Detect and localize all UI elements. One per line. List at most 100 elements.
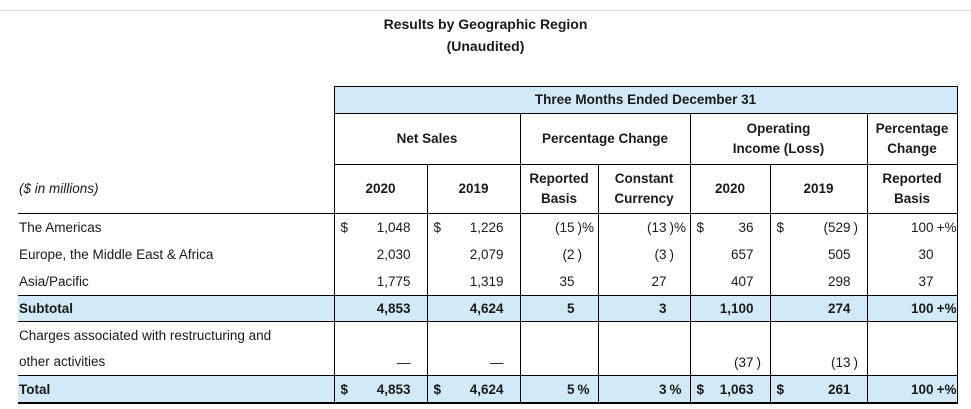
subheader-oi-2019: 2019 <box>769 164 868 214</box>
cell-oi-2020: $1,063 <box>689 375 771 404</box>
row-total: Total $4,853 $4,624 5% 3% $1,063 $261 10… <box>18 375 958 404</box>
cell-value: (13 <box>646 220 667 235</box>
cell-value: — <box>397 355 411 370</box>
cell-value: (15 <box>554 220 575 235</box>
cell-suffix: % <box>669 381 682 397</box>
header-row-spanner: Three Months Ended December 31 <box>18 86 958 114</box>
subheader-constant-currency: Constant Currency <box>597 164 691 214</box>
cell-value: 407 <box>730 274 754 289</box>
cell-net-2020: $1,048 <box>333 213 428 241</box>
cell-oi-2020: 657 <box>689 241 771 268</box>
row-label: Total <box>18 375 334 404</box>
cell-suffix: +% <box>936 381 957 397</box>
cell-pct-reported: 35 <box>519 268 599 296</box>
cell-pct-reported: (15)% <box>519 213 599 241</box>
cell-value: 1,319 <box>469 274 504 289</box>
cell-pct-oi: 30 <box>866 241 958 268</box>
cell-value: 1,063 <box>719 381 754 397</box>
currency-symbol: $ <box>340 381 349 397</box>
currency-symbol: $ <box>340 220 349 235</box>
cell-value: 5 <box>566 301 575 316</box>
cell-net-2019: 1,319 <box>426 268 521 296</box>
row-asia-pacific: Asia/Pacific 1,775 1,319 35 27 407 298 3… <box>18 268 958 296</box>
cell-oi-2020: (37) <box>689 321 771 376</box>
cell-value: 5 <box>566 381 575 397</box>
title-block: Results by Geographic Region (Unaudited) <box>0 0 971 57</box>
row-label: The Americas <box>19 220 102 235</box>
cell-oi-2019: (13) <box>769 321 868 376</box>
subheader-net-2020: 2020 <box>333 164 428 214</box>
subheader-reported-basis: Reported Basis <box>519 164 599 214</box>
currency-symbol: $ <box>776 220 785 235</box>
cell-suffix: ) <box>577 247 583 262</box>
cell-value: (529 <box>823 220 851 235</box>
cell-oi-2020: 407 <box>689 268 771 296</box>
row-americas: The Americas $1,048 $1,226 (15)% (13)% $… <box>18 213 958 241</box>
cell-pct-reported: 5% <box>519 375 599 404</box>
currency-symbol: $ <box>696 381 705 397</box>
row-europe: Europe, the Middle East & Africa 2,030 2… <box>18 241 958 268</box>
cell-suffix: ) <box>853 355 859 370</box>
cell-net-2020: — <box>333 321 428 376</box>
cell-net-2020: 2,030 <box>333 241 428 268</box>
header-operating-income-text: Operating Income (Loss) <box>732 121 825 156</box>
cell-net-2020: $4,853 <box>333 375 428 404</box>
cell-value: 4,624 <box>469 381 504 397</box>
cell-net-2019: — <box>426 321 521 376</box>
cell-value: 4,853 <box>376 381 411 397</box>
cell-pct-reported: 5 <box>519 295 599 322</box>
row-label: Asia/Pacific <box>19 274 89 289</box>
cell-value: 261 <box>827 381 851 397</box>
cell-value: 100 <box>911 381 934 397</box>
cell-pct-constant: (13)% <box>597 213 691 241</box>
cell-value: 298 <box>827 274 851 289</box>
row-charges: Charges associated with restructuring an… <box>18 321 958 376</box>
cell-suffix: +% <box>936 220 957 235</box>
row-label: Charges associated with restructuring an… <box>18 322 334 376</box>
row-label-line1: Charges associated with restructuring an… <box>19 327 272 343</box>
cell-net-2019: $4,624 <box>426 375 521 404</box>
cell-value: (2 <box>562 247 575 262</box>
cell-value: 657 <box>730 247 754 262</box>
cell-pct-reported <box>519 321 599 376</box>
cell-net-2019: $1,226 <box>426 213 521 241</box>
cell-oi-2019: $261 <box>769 375 868 404</box>
row-label-line2: other activities <box>19 353 106 369</box>
cell-value: 100 <box>911 220 934 235</box>
cell-pct-constant <box>597 321 691 376</box>
row-label: Subtotal <box>18 295 334 322</box>
cell-oi-2019: 298 <box>769 268 868 296</box>
cell-value: 4,624 <box>469 301 504 316</box>
cell-value: (3 <box>654 247 667 262</box>
cell-pct-constant: (3) <box>597 241 691 268</box>
cell-value: 3 <box>658 381 667 397</box>
cell-value: 2,030 <box>376 247 411 262</box>
cell-value: 36 <box>738 220 754 235</box>
cell-value: 1,048 <box>376 220 411 235</box>
cell-suffix: )% <box>577 220 595 235</box>
cell-value: 1,226 <box>469 220 504 235</box>
cell-value: 505 <box>827 247 851 262</box>
cell-value: — <box>490 355 504 370</box>
cell-value: (37 <box>733 355 754 370</box>
subheader-net-2019: 2019 <box>426 164 521 214</box>
spacer-cell <box>18 87 334 114</box>
cell-net-2019: 2,079 <box>426 241 521 268</box>
cell-value: 274 <box>827 301 851 316</box>
header-row-years: ($ in millions) 2020 2019 Reported Basis… <box>18 164 958 214</box>
cell-pct-constant: 3 <box>597 295 691 322</box>
cell-pct-oi: 100 +% <box>866 295 958 322</box>
subheader-oi-reported-basis: Reported Basis <box>866 164 958 214</box>
cell-value: 1,775 <box>376 274 411 289</box>
cell-suffix: )% <box>669 220 687 235</box>
cell-suffix: +% <box>936 301 957 316</box>
cell-suffix: % <box>577 381 590 397</box>
cell-value: 1,100 <box>719 301 754 316</box>
cell-value: 4,853 <box>376 301 411 316</box>
subheader-oi-2020: 2020 <box>689 164 771 214</box>
cell-value: 100 <box>911 301 934 316</box>
cell-pct-constant: 27 <box>597 268 691 296</box>
row-subtotal: Subtotal 4,853 4,624 5 3 1,100 274 100 +% <box>18 295 958 322</box>
cell-suffix: ) <box>756 355 762 370</box>
cell-oi-2020: 1,100 <box>689 295 771 322</box>
